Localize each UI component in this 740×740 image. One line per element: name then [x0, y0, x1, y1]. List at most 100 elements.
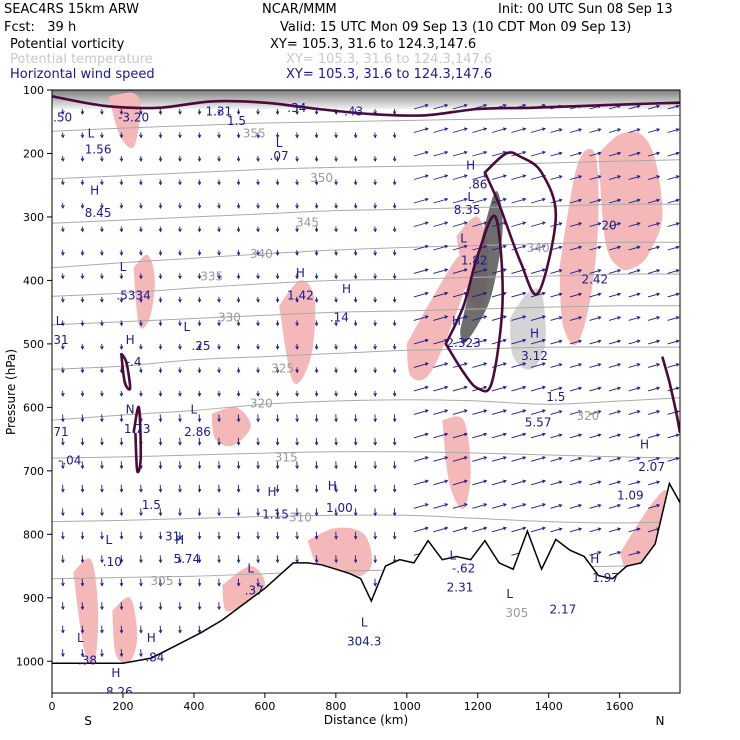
wind-arrowhead — [597, 527, 602, 532]
wind-arrow — [433, 128, 448, 133]
wind-arrowhead — [522, 526, 527, 531]
wind-arrow — [413, 198, 429, 204]
field-label: 345 — [296, 216, 319, 230]
wind-arrow — [472, 433, 487, 439]
wind-arrowhead — [275, 392, 280, 397]
field-label: L — [191, 403, 198, 417]
wind-arrow — [491, 386, 507, 392]
wind-arrow — [589, 551, 601, 556]
x-tick-label: 1600 — [606, 700, 634, 713]
wind-arrow — [413, 409, 429, 415]
wind-arrow — [628, 434, 640, 439]
wind-arrowhead — [656, 128, 661, 132]
field-label: -.04 — [58, 454, 81, 468]
wind-arrow — [413, 292, 429, 298]
wind-arrow — [647, 105, 660, 110]
wind-arrowhead — [353, 418, 358, 423]
field-name-theta: Potential temperature — [10, 52, 153, 67]
wind-arrowhead — [334, 465, 338, 470]
wind-arrowhead — [463, 432, 468, 437]
wind-arrowhead — [444, 409, 449, 413]
wind-arrowhead — [61, 629, 65, 634]
wind-arrow — [511, 198, 526, 204]
wind-arrow — [647, 340, 660, 345]
wind-arrowhead — [558, 316, 563, 320]
wind-arrowhead — [578, 292, 583, 297]
wind-arrowhead — [80, 392, 85, 397]
wind-arrowhead — [139, 582, 143, 587]
field-label: .50 — [53, 111, 72, 125]
wind-arrowhead — [502, 103, 507, 108]
wind-arrowhead — [597, 222, 602, 226]
wind-arrow — [530, 386, 546, 392]
wind-arrowhead — [236, 205, 241, 209]
wind-arrow — [550, 199, 562, 204]
wind-arrowhead — [275, 512, 280, 517]
wind-arrowhead — [392, 181, 397, 186]
wind-arrow — [569, 457, 582, 462]
wind-arrow — [472, 527, 487, 533]
wind-arrow — [511, 151, 526, 157]
field-label: .07 — [270, 149, 289, 163]
pv-shaded-core — [509, 288, 546, 370]
wind-arrowhead — [636, 151, 641, 156]
field-label: .10 — [103, 555, 122, 569]
wind-arrowhead — [197, 111, 202, 115]
wind-arrowhead — [502, 244, 507, 249]
wind-arrowhead — [256, 346, 260, 350]
wind-arrow — [608, 105, 621, 110]
wind-arrowhead — [483, 244, 488, 249]
wind-arrowhead — [314, 181, 319, 186]
wind-arrowhead — [314, 512, 319, 517]
wind-arrowhead — [522, 174, 527, 178]
wind-arrowhead — [217, 418, 221, 423]
wind-arrowhead — [617, 363, 622, 367]
field-label: 2.323 — [446, 336, 480, 350]
field-label: H — [328, 479, 337, 493]
wind-arrowhead — [334, 252, 338, 256]
wind-arrowhead — [502, 362, 507, 366]
wind-arrow — [530, 456, 546, 462]
wind-arrowhead — [392, 322, 397, 327]
wind-arrowhead — [217, 252, 221, 256]
wind-arrowhead — [578, 151, 583, 156]
wind-arrowhead — [100, 228, 104, 233]
wind-arrowhead — [197, 181, 202, 186]
field-label: L — [450, 549, 457, 563]
wind-arrowhead — [217, 228, 221, 233]
wind-arrowhead — [597, 433, 602, 438]
wind-arrowhead — [275, 111, 280, 115]
wind-arrowhead — [158, 346, 163, 350]
wind-arrow — [569, 128, 582, 133]
wind-arrowhead — [119, 465, 124, 470]
field-label: 1.5 — [546, 390, 565, 404]
pv-fill-region — [619, 489, 671, 586]
wind-arrowhead — [392, 392, 397, 397]
wind-arrowhead — [217, 275, 221, 280]
wind-arrowhead — [295, 275, 299, 280]
wind-arrowhead — [217, 205, 221, 209]
wind-arrowhead — [424, 479, 429, 484]
wind-arrowhead — [217, 465, 221, 470]
wind-arrowhead — [314, 535, 319, 540]
theta-contour-325 — [52, 346, 680, 370]
wind-arrowhead — [100, 582, 104, 587]
wind-arrowhead — [597, 269, 602, 273]
wind-arrowhead — [80, 252, 85, 256]
wind-arrowhead — [158, 418, 163, 423]
wind-arrowhead — [295, 418, 299, 423]
wind-arrow — [491, 128, 507, 133]
wind-arrowhead — [61, 418, 65, 423]
wind-arrowhead — [558, 457, 563, 461]
wind-arrowhead — [353, 369, 358, 374]
pv-fill-region — [211, 407, 251, 447]
wind-arrowhead — [275, 158, 280, 162]
wind-arrowhead — [119, 535, 124, 540]
org-label: NCAR/MMM — [262, 2, 337, 17]
wind-arrow — [413, 527, 429, 533]
wind-arrowhead — [597, 175, 602, 179]
pv-contour — [661, 356, 680, 434]
wind-arrowhead — [119, 629, 124, 634]
x-tick-label: 1400 — [535, 700, 563, 713]
wind-arrow — [608, 293, 621, 298]
